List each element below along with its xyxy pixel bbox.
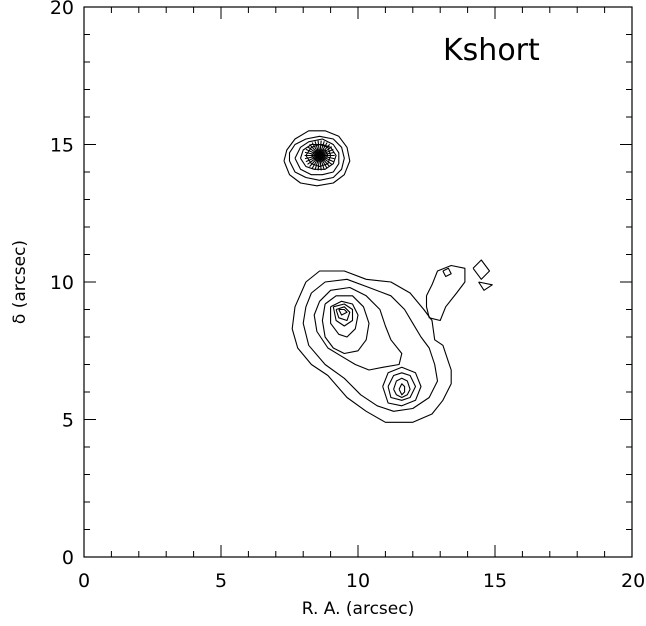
x-tick-label: 20	[621, 570, 645, 592]
x-tick-label: 10	[346, 570, 370, 592]
x-tick-label: 15	[483, 570, 507, 592]
extended-source-contour	[338, 308, 348, 316]
extended-source-contour	[425, 264, 466, 322]
extended-source-contour	[398, 383, 406, 396]
y-tick-label: 0	[62, 547, 74, 569]
y-axis-title: δ (arcsec)	[10, 240, 30, 324]
extended-source-contour	[332, 303, 354, 327]
y-tick-label: 20	[50, 0, 74, 19]
compact-source-contour	[299, 143, 337, 170]
extended-source-contour	[302, 278, 439, 412]
extended-source-contour	[387, 372, 417, 401]
extended-source-contour	[291, 270, 452, 423]
extended-source-contour	[472, 259, 491, 280]
compact-source-contour	[283, 130, 351, 187]
axis-ticks	[83, 6, 633, 558]
y-tick-labels: 0 5 10 15 20	[50, 0, 74, 569]
compact-source-core	[304, 151, 335, 160]
extended-source-contour	[478, 281, 493, 291]
y-tick-label: 5	[62, 410, 74, 432]
extended-source-contour	[442, 267, 452, 278]
extended-source-contour	[335, 306, 351, 322]
x-axis-title: R. A. (arcsec)	[302, 599, 414, 619]
contour-lines	[283, 130, 493, 423]
x-tick-labels: 0 5 10 15 20	[78, 570, 645, 592]
compact-source-contour	[288, 135, 345, 181]
extended-source-contour	[321, 295, 370, 355]
y-tick-label: 10	[50, 272, 74, 294]
extended-source-contour	[313, 286, 403, 371]
extended-source-contour	[330, 300, 359, 338]
extended-source-contour	[382, 366, 422, 407]
panel-label: Kshort	[443, 33, 540, 68]
extended-source-contour	[393, 377, 411, 399]
compact-source-contour	[294, 138, 340, 176]
y-tick-label: 15	[50, 135, 74, 157]
plot-frame	[83, 6, 633, 558]
x-tick-label: 5	[215, 570, 227, 592]
x-tick-label: 0	[78, 570, 90, 592]
